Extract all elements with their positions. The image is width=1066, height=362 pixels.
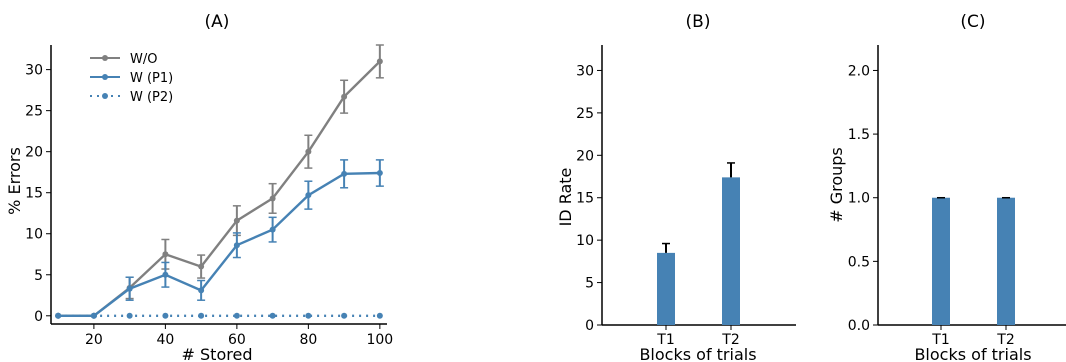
data-point [269,226,276,233]
panel-b-ylabel: ID Rate [556,168,575,227]
x-tick-label: T1 [656,332,674,348]
y-tick-label: 15 [25,186,43,202]
series-2 [55,312,383,319]
y-tick-label: 15 [576,191,594,207]
panel-a-series [55,44,384,319]
panel-a-xlabel: # Stored [182,345,253,362]
series-line [58,60,381,317]
panel-c-bars: T1 T2 [931,196,1015,348]
x-tick-label: 40 [156,332,174,348]
panel-b-bars: T1 T2 [656,162,740,348]
series-1 [55,159,384,319]
data-point [233,242,240,249]
data-point [233,217,240,224]
y-tick-label: 20 [25,145,43,161]
bar [997,197,1015,325]
data-point [376,170,383,177]
bar [932,197,950,325]
y-tick-label: 30 [25,63,43,79]
data-point [341,312,348,319]
legend-label: W (P2) [130,90,173,105]
data-point [341,93,348,100]
y-tick-label: 0.5 [848,254,870,270]
x-tick-label: 60 [228,332,246,348]
y-tick-label: 20 [576,148,594,164]
legend-label: W/O [130,52,157,67]
y-tick-label: 5 [34,268,43,284]
data-point [269,195,276,202]
data-point [269,312,276,319]
panel-c-xlabel: Blocks of trials [914,345,1031,362]
data-point [376,58,383,65]
panel-a-y-ticks: 0 5 10 15 20 25 30 [25,63,51,325]
legend-marker [102,55,108,61]
y-tick-label: 0 [34,309,43,325]
y-tick-label: 25 [576,106,594,122]
legend-label: W (P1) [130,71,173,86]
y-tick-label: 5 [585,276,594,292]
y-tick-label: 30 [576,63,594,79]
panel-a-ylabel: % Errors [5,147,24,215]
y-tick-label: 2.0 [848,63,870,79]
data-point [305,148,312,155]
y-tick-label: 0 [585,318,594,334]
legend-marker [102,93,108,99]
y-tick-label: 0.0 [848,318,870,334]
data-point [341,170,348,177]
data-point [233,312,240,319]
y-tick-label: 1.0 [848,191,870,207]
panel-a-x-ticks: 20 40 60 80 100 [85,324,393,348]
x-tick-label: 100 [366,332,393,348]
panel-c-ylabel: # Groups [827,147,846,223]
x-tick-label: 20 [85,332,103,348]
panel-a: (A) # Stored % Errors 0 5 10 15 20 25 30 20 40 6… [5,12,393,362]
data-point [162,312,169,319]
data-point [198,263,205,270]
panel-c: (C) Blocks of trials # Groups 0.0 0.5 1.0 1… [827,12,1066,362]
panel-a-title: (A) [205,12,230,32]
panel-a-legend: W/O W (P1) W (P2) [90,52,173,105]
series-0 [55,44,384,319]
data-point [162,271,169,278]
y-tick-label: 10 [576,233,594,249]
panel-b-xlabel: Blocks of trials [639,345,756,362]
data-point [198,312,205,319]
data-point [126,312,133,319]
panel-c-y-ticks: 0.0 0.5 1.0 1.5 2.0 [848,63,878,334]
data-point [90,312,97,319]
data-point [55,312,62,319]
panel-b-y-ticks: 0 5 10 15 20 25 30 [576,63,602,334]
series-line [58,171,380,317]
panel-b-title: (B) [686,12,711,32]
x-tick-label: T2 [996,332,1014,348]
bar [722,177,740,325]
panel-c-title: (C) [960,12,985,32]
legend-marker [102,74,108,80]
data-point [305,312,312,319]
x-tick-label: 80 [299,332,317,348]
y-tick-label: 25 [25,104,43,120]
data-point [126,285,133,292]
x-tick-label: T1 [931,332,949,348]
data-point [376,312,383,319]
panel-b: (B) Blocks of trials ID Rate 0 5 10 15 20 25 3… [556,12,796,362]
data-point [198,287,205,294]
bar [657,252,675,325]
y-tick-label: 10 [25,227,43,243]
x-tick-label: T2 [721,332,739,348]
data-point [162,251,169,258]
data-point [305,192,312,199]
y-tick-label: 1.5 [848,127,870,143]
